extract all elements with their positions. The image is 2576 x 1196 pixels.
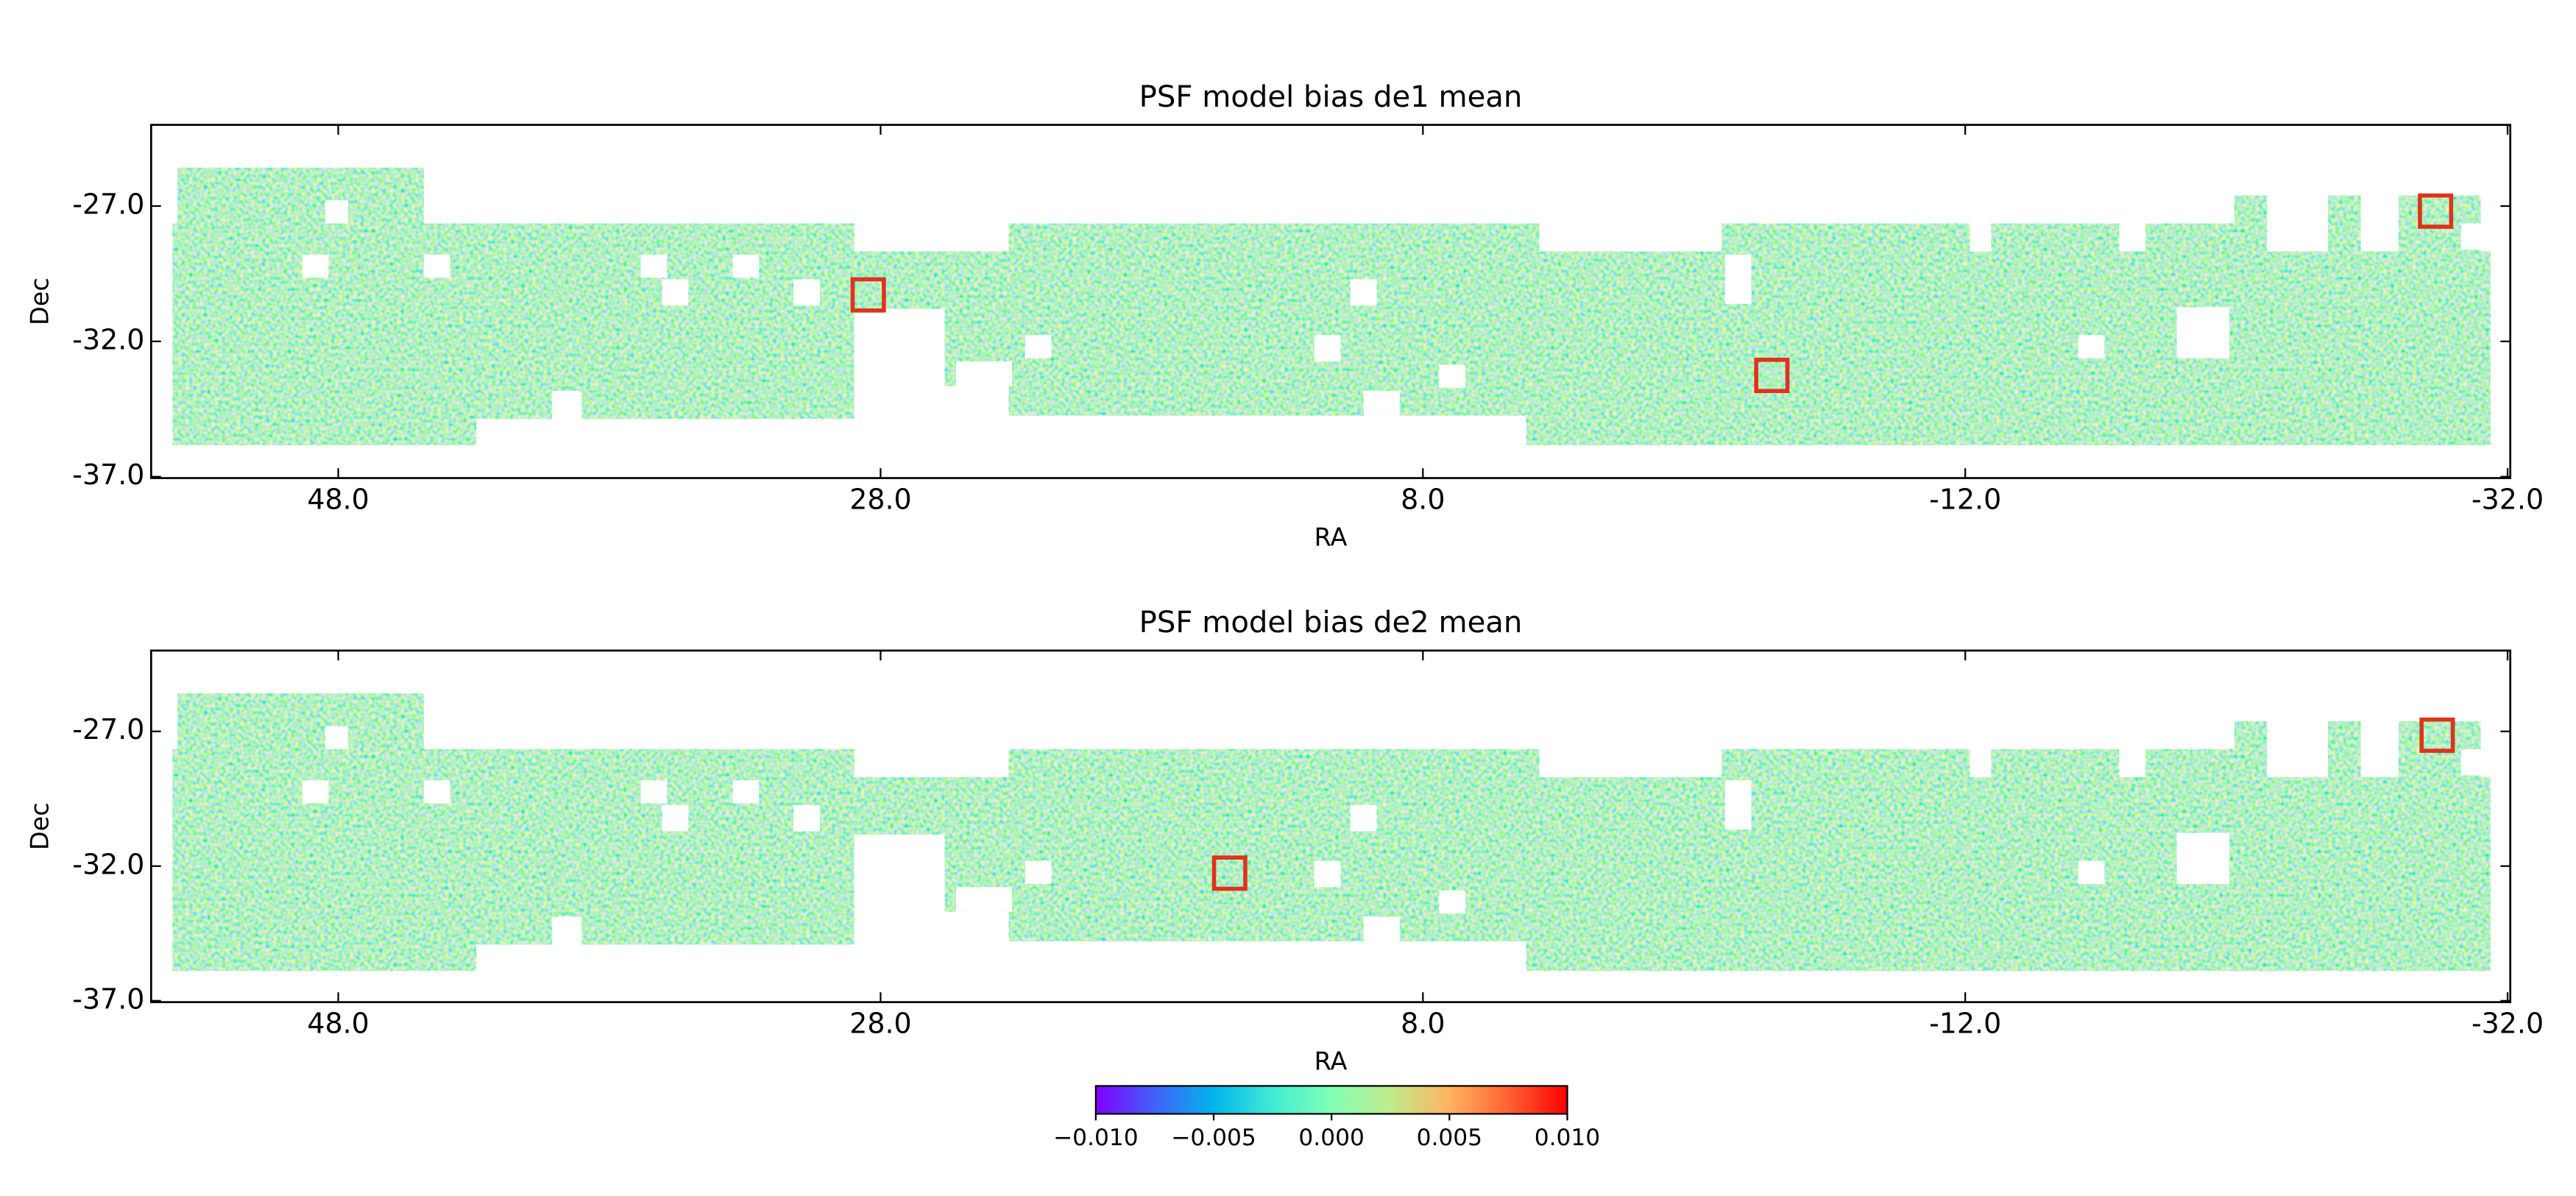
x-tick-label: 48.0: [307, 1007, 369, 1039]
colorbar-tick-label: 0.010: [1535, 1125, 1600, 1151]
chart-title: PSF model bias de1 mean: [1139, 80, 1523, 114]
y-tick-label: -32.0: [72, 848, 144, 880]
y-tick-label: -37.0: [72, 983, 144, 1015]
x-tick-label: -12.0: [1929, 483, 2001, 515]
y-tick-label: -27.0: [72, 188, 144, 220]
x-tick-label: -32.0: [2471, 483, 2544, 515]
colorbar-tick-label: 0.005: [1417, 1125, 1482, 1151]
colorbar-tick-label: 0.000: [1298, 1125, 1364, 1151]
y-axis-label: Dec: [25, 277, 54, 325]
x-tick-label: -12.0: [1929, 1007, 2001, 1039]
highlight-box: [2418, 193, 2454, 229]
axes-frame: [150, 649, 2512, 1003]
x-tick-label: -32.0: [2471, 1007, 2544, 1039]
y-tick-label: -27.0: [72, 713, 144, 746]
x-tick-label: 48.0: [307, 483, 369, 515]
x-tick-label: 8.0: [1401, 483, 1445, 515]
highlight-box: [1754, 358, 1790, 394]
footprint-heatmap: [172, 693, 2491, 971]
colorbar-tick-label: −0.010: [1053, 1125, 1139, 1151]
highlight-boxes: [850, 193, 2455, 891]
x-axis-label: RA: [1314, 1047, 1348, 1076]
x-tick-label: 8.0: [1401, 1007, 1445, 1039]
axes-frame: [150, 124, 2512, 479]
highlight-box: [2419, 717, 2455, 753]
y-tick-label: -37.0: [72, 459, 144, 491]
highlight-box: [1211, 855, 1248, 891]
y-tick-label: -32.0: [72, 323, 144, 355]
x-tick-label: 28.0: [849, 483, 911, 515]
colorbar: [1094, 1085, 1568, 1115]
footprint-heatmap: [172, 168, 2491, 445]
y-axis-label: Dec: [25, 802, 54, 850]
colorbar-tick-label: −0.005: [1171, 1125, 1256, 1151]
x-axis-label: RA: [1314, 523, 1348, 552]
x-tick-label: 28.0: [849, 1007, 911, 1039]
highlight-box: [850, 277, 886, 313]
chart-title: PSF model bias de2 mean: [1139, 606, 1523, 640]
